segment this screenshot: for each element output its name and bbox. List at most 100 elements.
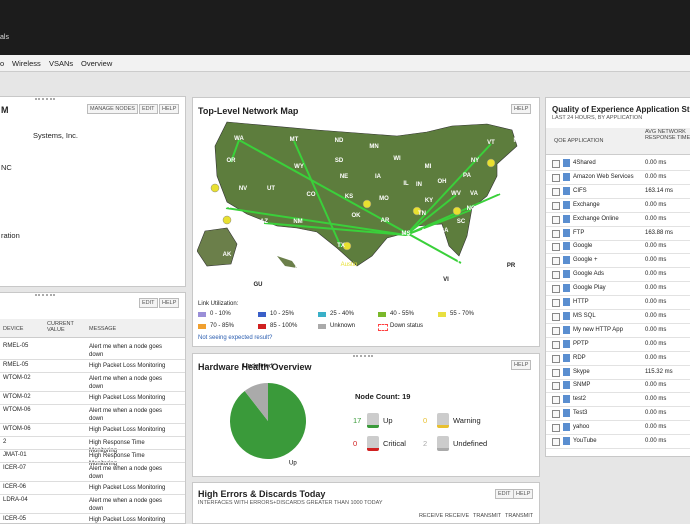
state-label: GU bbox=[254, 282, 263, 288]
state-label: ND bbox=[335, 138, 344, 144]
alert-device: LDRA-04 bbox=[3, 497, 28, 503]
alert-message: Alert me when a node goes down bbox=[89, 344, 163, 358]
app-name: My new HTTP App bbox=[573, 326, 623, 333]
state-label: WV bbox=[451, 191, 461, 197]
panel-button[interactable]: HELP bbox=[159, 298, 180, 308]
state-label: NJ bbox=[497, 174, 505, 180]
status-count: 2 bbox=[423, 439, 428, 448]
state-label: TN bbox=[418, 211, 426, 217]
node-marker bbox=[486, 158, 496, 168]
panel-button[interactable]: HELP bbox=[159, 104, 180, 114]
nav-link[interactable]: Wireless bbox=[12, 59, 41, 68]
site-label: Austin bbox=[341, 262, 358, 268]
status-count: 17 bbox=[353, 416, 362, 425]
nav-link[interactable]: Overview bbox=[81, 59, 113, 68]
response-time: 115.32 ms bbox=[645, 368, 673, 375]
alert-message: High Packet Loss Monitoring bbox=[89, 395, 166, 401]
expand-icon bbox=[552, 285, 560, 294]
alert-device: 2 bbox=[3, 439, 7, 445]
app-name: Test3 bbox=[573, 410, 588, 417]
legend-swatch bbox=[438, 312, 446, 317]
row-divider bbox=[546, 253, 690, 255]
legend-label: 25 - 40% bbox=[330, 311, 355, 317]
state-label: HI bbox=[295, 264, 301, 270]
info-line: Systems, Inc. bbox=[33, 131, 79, 140]
app-icon bbox=[563, 437, 570, 445]
alert-message: High Packet Loss Monitoring bbox=[89, 485, 166, 491]
state-label: IL bbox=[403, 181, 409, 187]
expand-icon bbox=[552, 271, 560, 280]
state-label: OR bbox=[227, 158, 237, 164]
panel-button[interactable]: EDIT bbox=[139, 104, 158, 114]
app-name: Skype bbox=[573, 368, 590, 375]
legend-swatch bbox=[378, 312, 386, 317]
row-divider bbox=[546, 336, 690, 338]
help-button[interactable]: HELP bbox=[511, 104, 532, 114]
alerts-panel: EDIT HELP DEVICE CURRENT VALUE MESSAGE RMEL-0… bbox=[0, 292, 186, 524]
legend-swatch bbox=[198, 312, 206, 317]
alert-device: WTOM-02 bbox=[3, 394, 31, 400]
expand-icon bbox=[552, 160, 560, 168]
expand-icon bbox=[552, 340, 560, 349]
status-count: 0 bbox=[353, 439, 358, 448]
app-icon bbox=[563, 256, 570, 265]
help-button[interactable]: HELP bbox=[511, 360, 532, 370]
response-time: 0.00 ms bbox=[645, 285, 667, 292]
app-name: Google + bbox=[573, 257, 598, 264]
legend-label: 85 - 100% bbox=[270, 323, 298, 329]
expand-icon bbox=[552, 201, 560, 210]
state-label: SC bbox=[457, 219, 466, 225]
link bbox=[405, 143, 492, 236]
response-time: 0.00 ms bbox=[645, 160, 667, 166]
expand-icon bbox=[552, 410, 560, 419]
row-divider bbox=[546, 295, 690, 297]
panel-subtitle: INTERFACES WITH ERRORS+DISCARDS GREATER … bbox=[198, 500, 383, 506]
help-link[interactable]: Not seeing expected result? bbox=[198, 335, 273, 341]
state-label: NE bbox=[340, 174, 348, 180]
response-time: 0.00 ms bbox=[645, 201, 667, 208]
expand-icon bbox=[552, 326, 560, 335]
app-name: test2 bbox=[573, 396, 587, 403]
response-time: 163.14 ms bbox=[645, 187, 674, 194]
column-header: DEVICE bbox=[3, 326, 24, 332]
panel-button[interactable]: EDIT bbox=[139, 298, 158, 308]
state-label: UT bbox=[267, 186, 275, 192]
panel-button[interactable]: MANAGE NODES bbox=[87, 104, 138, 114]
row-divider bbox=[546, 378, 690, 380]
app-icon bbox=[563, 228, 570, 237]
row-divider bbox=[546, 309, 690, 310]
row-divider bbox=[546, 239, 690, 241]
panel-title: High Errors & Discards Today bbox=[198, 489, 326, 499]
nav-link[interactable]: VSANs bbox=[49, 59, 74, 68]
panel-button[interactable]: EDIT bbox=[495, 489, 514, 499]
expand-icon bbox=[552, 382, 560, 391]
panel-button[interactable]: HELP bbox=[513, 489, 534, 499]
table-header-bg bbox=[546, 128, 690, 155]
state-label: PR bbox=[507, 263, 516, 269]
legend-swatch bbox=[258, 312, 266, 317]
app-icon bbox=[563, 298, 570, 306]
state-label: GA bbox=[440, 228, 450, 234]
status-label: Undefined bbox=[453, 439, 488, 448]
state-label: CT bbox=[513, 170, 521, 176]
legend-label: 40 - 55% bbox=[390, 311, 415, 317]
state-label: NY bbox=[471, 158, 479, 164]
row-divider bbox=[546, 364, 690, 366]
state-label: PA bbox=[463, 173, 472, 179]
row-divider bbox=[546, 350, 690, 352]
state-label: IA bbox=[375, 174, 382, 180]
link bbox=[405, 193, 501, 236]
state-label: CO bbox=[307, 192, 316, 198]
row-divider bbox=[546, 281, 690, 283]
status-icon bbox=[437, 436, 449, 451]
response-time: 0.00 ms bbox=[645, 340, 667, 347]
alert-device: RMEL-05 bbox=[3, 362, 29, 368]
alert-message: Alert me when a node goes down bbox=[89, 498, 163, 512]
state-label: NM bbox=[293, 219, 302, 225]
response-time: 0.00 ms bbox=[645, 410, 667, 417]
alert-device: WTOM-02 bbox=[3, 375, 31, 381]
expand-icon bbox=[552, 368, 560, 377]
state-label: NC bbox=[467, 206, 476, 212]
nav-link[interactable]: o bbox=[0, 59, 5, 68]
alert-device: JMAT-01 bbox=[3, 452, 27, 458]
